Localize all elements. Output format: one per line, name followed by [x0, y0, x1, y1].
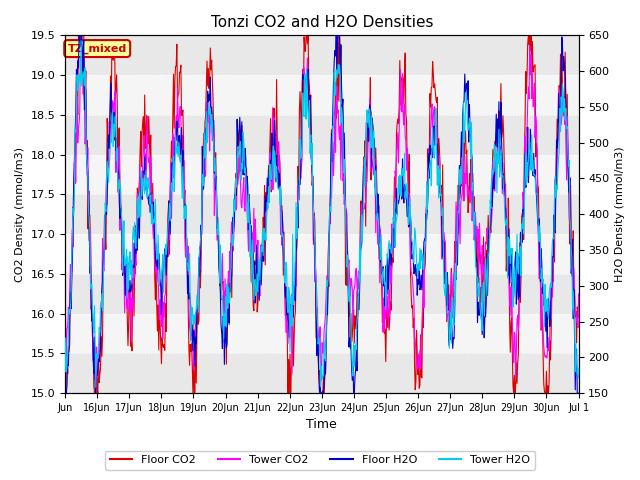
- Bar: [65, 115, 579, 155]
- Floor H2O: [261, 193, 269, 199]
- Tower H2O: [123, 247, 131, 252]
- Floor CO2: [262, 190, 269, 195]
- Tower CO2: [243, 190, 250, 196]
- Tower CO2: [575, 291, 582, 297]
- Floor CO2: [404, 190, 412, 195]
- Floor CO2: [61, 344, 69, 350]
- Tower CO2: [61, 299, 69, 304]
- Bar: [65, 194, 579, 234]
- Tower H2O: [92, 384, 100, 390]
- X-axis label: Time: Time: [307, 419, 337, 432]
- Tower H2O: [376, 242, 383, 248]
- Tower CO2: [262, 212, 269, 218]
- Tower H2O: [404, 222, 412, 228]
- Y-axis label: H2O Density (mmol/m3): H2O Density (mmol/m3): [615, 146, 625, 282]
- Floor CO2: [62, 390, 70, 396]
- Tower CO2: [77, 40, 85, 46]
- Bar: [65, 353, 579, 393]
- Floor CO2: [123, 292, 131, 298]
- Floor H2O: [242, 156, 250, 162]
- Text: TZ_mixed: TZ_mixed: [68, 43, 127, 54]
- Bar: [65, 234, 579, 274]
- Tower CO2: [92, 389, 100, 395]
- Title: Tonzi CO2 and H2O Densities: Tonzi CO2 and H2O Densities: [211, 15, 433, 30]
- Bar: [65, 36, 579, 75]
- Legend: Floor CO2, Tower CO2, Floor H2O, Tower H2O: Floor CO2, Tower CO2, Floor H2O, Tower H…: [105, 451, 535, 469]
- Floor H2O: [575, 390, 582, 396]
- Bar: [65, 274, 579, 313]
- Tower H2O: [77, 38, 85, 44]
- Bar: [65, 155, 579, 194]
- Tower CO2: [123, 300, 131, 306]
- Tower CO2: [217, 279, 225, 285]
- Tower CO2: [376, 280, 383, 286]
- Tower H2O: [217, 268, 225, 274]
- Floor H2O: [61, 390, 69, 396]
- Tower H2O: [575, 375, 582, 381]
- Tower H2O: [243, 189, 250, 195]
- Line: Floor CO2: Floor CO2: [65, 36, 579, 393]
- Bar: [65, 75, 579, 115]
- Bar: [65, 313, 579, 353]
- Floor CO2: [243, 165, 250, 171]
- Floor H2O: [404, 192, 412, 197]
- Floor CO2: [217, 297, 225, 302]
- Floor H2O: [375, 240, 383, 245]
- Line: Tower CO2: Tower CO2: [65, 43, 579, 392]
- Floor H2O: [216, 291, 224, 297]
- Floor H2O: [122, 271, 130, 277]
- Tower H2O: [262, 238, 269, 243]
- Floor CO2: [376, 223, 383, 228]
- Tower CO2: [404, 203, 412, 209]
- Line: Floor H2O: Floor H2O: [65, 36, 579, 393]
- Y-axis label: CO2 Density (mmol/m3): CO2 Density (mmol/m3): [15, 147, 25, 282]
- Floor CO2: [575, 314, 582, 320]
- Tower H2O: [61, 369, 69, 374]
- Floor CO2: [75, 33, 83, 38]
- Floor H2O: [76, 33, 83, 38]
- Line: Tower H2O: Tower H2O: [65, 41, 579, 387]
